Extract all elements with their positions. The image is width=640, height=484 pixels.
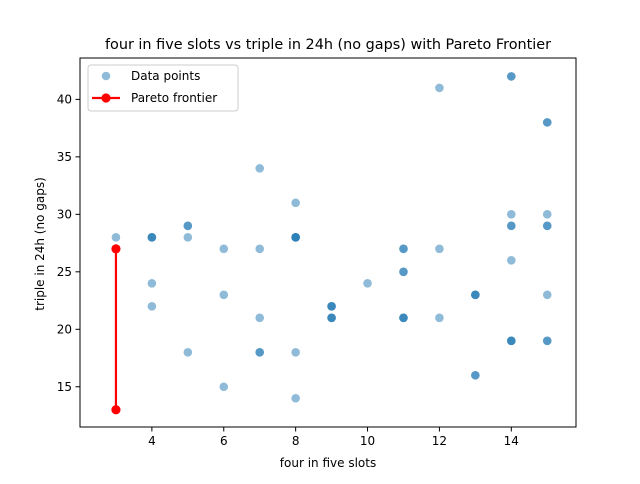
data-point bbox=[183, 347, 193, 357]
legend-marker-pareto-frontier bbox=[101, 93, 111, 103]
data-point bbox=[219, 244, 229, 254]
data-point bbox=[255, 347, 265, 357]
data-point bbox=[542, 336, 552, 346]
data-point bbox=[507, 221, 516, 231]
y-tick-label: 35 bbox=[57, 150, 72, 164]
data-point bbox=[183, 221, 193, 231]
pareto-frontier-point bbox=[111, 244, 121, 254]
x-tick-label: 12 bbox=[432, 434, 447, 448]
data-point bbox=[542, 221, 552, 231]
data-points-series bbox=[111, 72, 552, 403]
data-point bbox=[507, 72, 516, 81]
x-axis-ticks: 4 6 8 10 12 14 bbox=[148, 427, 519, 448]
data-point bbox=[435, 244, 444, 254]
pareto-frontier-series bbox=[111, 244, 121, 415]
legend-label-pareto-frontier: Pareto frontier bbox=[131, 91, 217, 105]
plot-area bbox=[79, 57, 577, 428]
data-point bbox=[147, 302, 157, 311]
x-tick-label: 14 bbox=[504, 434, 519, 448]
data-point bbox=[507, 210, 516, 219]
data-point bbox=[542, 290, 552, 300]
data-point bbox=[435, 83, 444, 93]
axes-frame bbox=[79, 57, 577, 428]
data-point bbox=[219, 290, 229, 300]
y-tick-label: 30 bbox=[57, 208, 72, 222]
x-tick-label: 6 bbox=[220, 434, 228, 448]
data-point bbox=[399, 313, 408, 323]
x-tick-label: 8 bbox=[292, 434, 300, 448]
legend-label-data-points: Data points bbox=[131, 69, 200, 83]
data-point bbox=[183, 233, 193, 242]
legend-marker-data-points bbox=[101, 71, 111, 81]
data-point bbox=[255, 244, 265, 254]
data-point bbox=[507, 336, 516, 346]
data-point bbox=[399, 244, 408, 254]
legend: Data points Pareto frontier bbox=[87, 64, 239, 112]
data-point bbox=[219, 382, 229, 392]
data-point bbox=[471, 290, 480, 300]
y-tick-label: 25 bbox=[57, 265, 72, 279]
x-tick-label: 4 bbox=[148, 434, 156, 448]
data-point bbox=[291, 393, 300, 403]
data-point bbox=[471, 370, 480, 380]
y-axis-label: triple in 24h (no gaps) bbox=[33, 177, 47, 311]
data-point bbox=[291, 198, 300, 208]
y-tick-label: 15 bbox=[57, 380, 72, 394]
x-tick-label: 10 bbox=[360, 434, 375, 448]
data-point bbox=[507, 256, 516, 265]
data-point bbox=[147, 279, 157, 288]
data-point bbox=[111, 233, 121, 242]
data-point bbox=[363, 279, 372, 288]
y-axis-ticks: 15 20 25 30 35 40 bbox=[57, 93, 80, 394]
data-point bbox=[435, 313, 444, 323]
pareto-frontier-point bbox=[111, 405, 121, 415]
chart-title: four in five slots vs triple in 24h (no … bbox=[105, 37, 551, 53]
y-tick-label: 20 bbox=[57, 323, 72, 337]
data-point bbox=[542, 210, 552, 219]
legend-box bbox=[87, 64, 239, 112]
data-point bbox=[147, 233, 157, 242]
y-tick-label: 40 bbox=[57, 93, 72, 107]
data-point bbox=[255, 164, 265, 173]
data-point bbox=[542, 118, 552, 127]
data-point bbox=[399, 267, 408, 277]
data-point bbox=[327, 302, 336, 311]
data-point bbox=[255, 313, 265, 323]
data-point bbox=[291, 233, 300, 242]
data-point bbox=[327, 313, 336, 323]
x-axis-label: four in five slots bbox=[280, 456, 376, 470]
data-point bbox=[291, 347, 300, 357]
